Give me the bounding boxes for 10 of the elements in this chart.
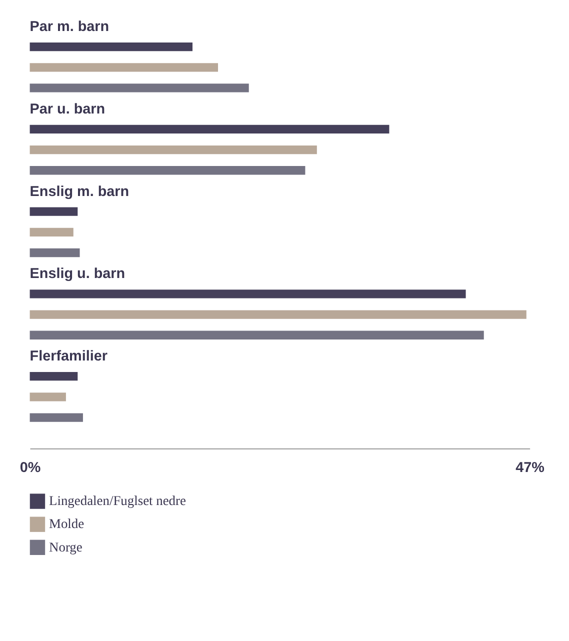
y-tick-label: Enslig m. barn <box>30 184 130 200</box>
y-tick-label: Enslig u. barn <box>30 266 126 282</box>
x-tick-label: 47% <box>516 460 545 476</box>
y-tick-label: Par m. barn <box>30 19 110 35</box>
legend-label: Norge <box>49 539 82 554</box>
y-tick-label: Par u. barn <box>30 101 106 118</box>
legend-label: Molde <box>49 516 84 532</box>
y-tick-label: Flerfamilier <box>30 348 108 365</box>
x-tick-label: 0% <box>20 460 41 476</box>
legend-label: Lingedalen/Fuglset nedre <box>49 493 186 508</box>
